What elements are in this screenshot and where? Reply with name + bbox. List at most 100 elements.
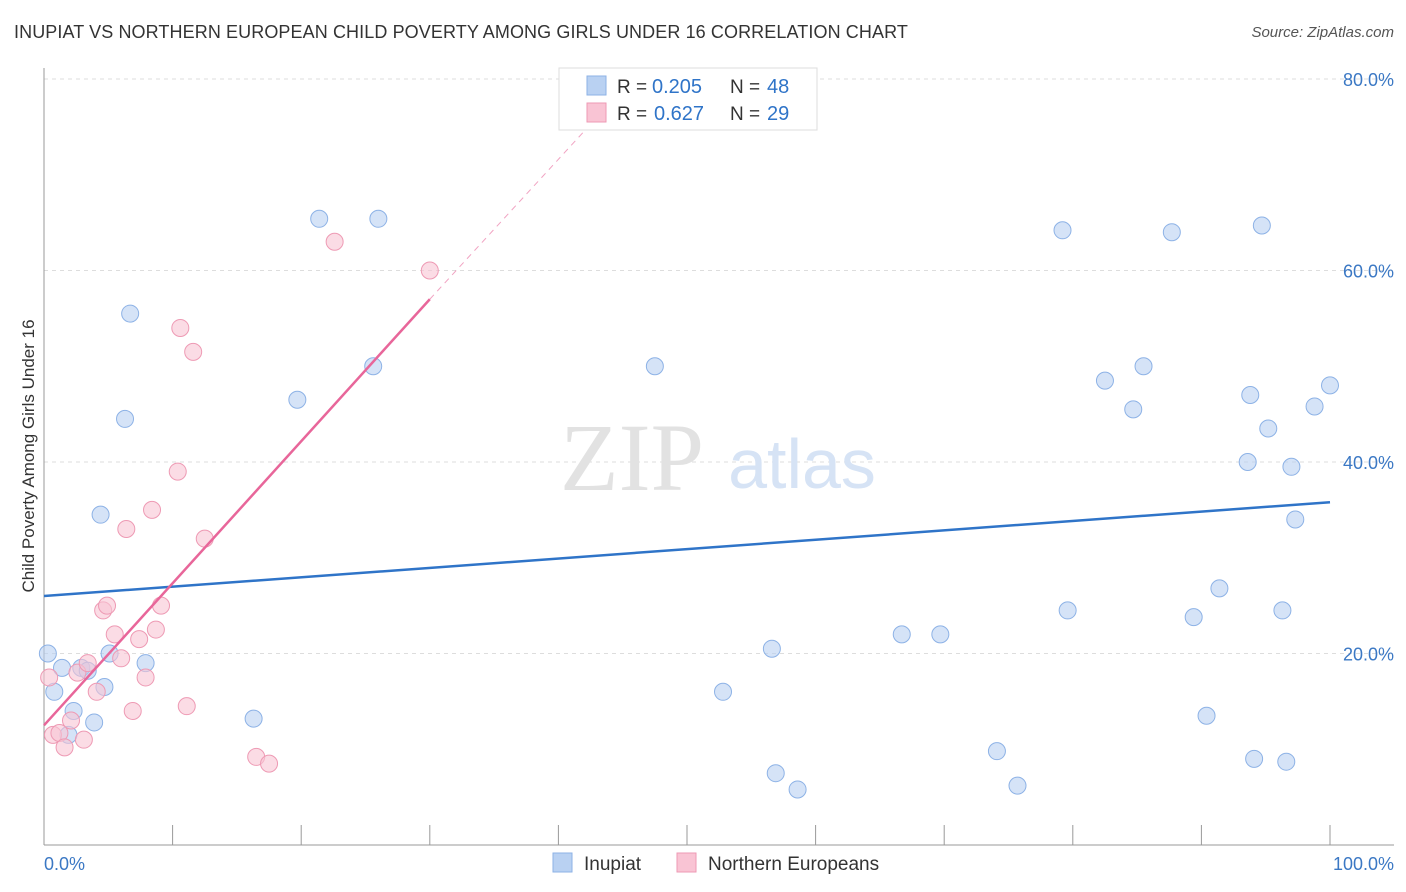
gridlines [44, 78, 1394, 654]
northern-point-0 [40, 668, 59, 687]
legend-swatch-northern [676, 852, 697, 873]
inupiat-point-24 [892, 625, 911, 644]
northern-point-10 [98, 596, 117, 615]
stats-legend-r-value-northern: 0.627 [654, 103, 704, 125]
inupiat-point-29 [1058, 601, 1077, 620]
inupiat-point-44 [1282, 457, 1301, 476]
inupiat-point-23 [788, 780, 807, 799]
northern-point-18 [146, 620, 165, 639]
inupiat-point-32 [1134, 357, 1153, 376]
inupiat-point-33 [1162, 223, 1181, 242]
inupiat-point-16 [310, 209, 329, 228]
inupiat-point-31 [1124, 400, 1143, 419]
y-tick-label-1: 40.0% [1343, 453, 1394, 473]
x-tick-label-min: 0.0% [44, 854, 85, 874]
inupiat-point-25 [931, 625, 950, 644]
inupiat-point-30 [1095, 371, 1114, 390]
inupiat-point-43 [1277, 752, 1296, 771]
stats-legend-n-label-inupiat: N = [730, 77, 760, 98]
inupiat-point-26 [987, 742, 1006, 761]
stats-legend-r-value-inupiat: 0.205 [652, 76, 702, 98]
inupiat-point-21 [762, 639, 781, 658]
inupiat-point-45 [1286, 510, 1305, 529]
watermark-atlas: atlas [728, 425, 876, 503]
y-tick-label-2: 60.0% [1343, 262, 1394, 282]
northern-point-11 [105, 625, 124, 644]
inupiat-point-17 [364, 357, 383, 376]
northern-point-22 [177, 697, 196, 716]
x-tick-label-max: 100.0% [1333, 854, 1394, 874]
x-tick-labels: 0.0% 100.0% [44, 854, 1394, 874]
stats-legend-r-label-inupiat: R = [617, 77, 647, 98]
inupiat-point-47 [1321, 376, 1339, 395]
inupiat-point-14 [244, 709, 263, 728]
inupiat-point-11 [121, 304, 140, 323]
northern-point-20 [168, 462, 187, 481]
stats-legend-n-label-northern: N = [730, 104, 760, 125]
legend-swatch-inupiat [552, 852, 573, 873]
trendlines [43, 116, 1331, 727]
northern-point-23 [184, 342, 203, 361]
northern-point-26 [260, 754, 279, 773]
inupiat-point-37 [1238, 453, 1257, 471]
stats-legend-r-label-northern: R = [617, 104, 647, 125]
northern-point-4 [62, 711, 81, 730]
inupiat-point-22 [766, 764, 785, 783]
inupiat-point-35 [1197, 706, 1216, 725]
inupiat-point-19 [645, 357, 664, 376]
northern-point-24 [195, 529, 214, 548]
inupiat-point-27 [1008, 776, 1027, 795]
inupiat-point-34 [1184, 608, 1203, 627]
northern-point-3 [55, 738, 74, 757]
inupiat-point-38 [1241, 385, 1260, 404]
inupiat-point-7 [85, 713, 104, 732]
inupiat-point-28 [1053, 221, 1072, 240]
series-legend: Inupiat Northern Europeans [552, 852, 879, 875]
inupiat-point-40 [1252, 216, 1271, 235]
axes [43, 68, 1394, 846]
inupiat-point-42 [1273, 601, 1292, 620]
source-credit: Source: ZipAtlas.com [1251, 24, 1394, 41]
trendline-inupiat [43, 500, 1331, 598]
inupiat-point-0 [38, 644, 57, 663]
northern-point-21 [171, 318, 190, 337]
inupiat-point-15 [288, 390, 307, 409]
inupiat-point-8 [91, 505, 110, 524]
watermark-zip: ZIP [560, 404, 704, 511]
legend-label-inupiat: Inupiat [584, 854, 642, 875]
northern-point-16 [136, 668, 155, 687]
inupiat-point-36 [1210, 579, 1229, 598]
inupiat-point-46 [1305, 397, 1324, 416]
northern-point-19 [152, 596, 171, 615]
stats-legend-n-value-northern: 29 [767, 103, 789, 125]
stats-legend-swatch-inupiat [586, 75, 607, 96]
northern-point-12 [112, 649, 131, 668]
northern-point-14 [123, 701, 142, 720]
legend-label-northern: Northern Europeans [708, 854, 879, 875]
y-tick-label-3: 80.0% [1343, 70, 1394, 90]
northern-point-7 [78, 654, 97, 673]
inupiat-point-12 [116, 409, 135, 428]
chart-title: INUPIAT VS NORTHERN EUROPEAN CHILD POVER… [14, 22, 908, 42]
northern-point-27 [325, 232, 344, 251]
inupiat-point-18 [369, 209, 388, 228]
northern-point-13 [117, 520, 136, 539]
stats-legend-swatch-northern [586, 102, 607, 123]
northern-point-15 [130, 630, 149, 649]
trendline-northern-europeans-extension [429, 116, 598, 300]
northern-point-17 [143, 500, 162, 519]
y-tick-label-0: 20.0% [1343, 645, 1394, 665]
y-tick-labels: 20.0% 40.0% 60.0% 80.0% [1343, 70, 1394, 665]
northern-point-8 [87, 682, 106, 701]
trendline-northern-europeans [43, 298, 431, 727]
stats-legend-n-value-inupiat: 48 [767, 76, 789, 98]
inupiat-point-41 [1259, 419, 1278, 438]
series-northern-europeans-points [40, 232, 439, 773]
inupiat-point-20 [714, 682, 733, 701]
y-axis-label: Child Poverty Among Girls Under 16 [19, 319, 38, 592]
stats-legend: R = 0.205 N = 48 R = 0.627 N = 29 [558, 67, 818, 131]
northern-point-6 [74, 730, 93, 749]
northern-point-28 [420, 261, 439, 280]
inupiat-point-39 [1245, 749, 1264, 768]
